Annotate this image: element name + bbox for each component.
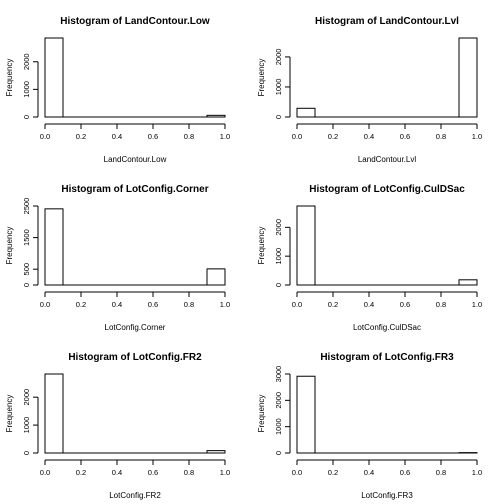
y-axis-label: Frequency xyxy=(5,59,14,97)
y-tick-label: 2000 xyxy=(274,392,283,409)
x-tick-label: 1.0 xyxy=(472,300,482,309)
histogram-bar xyxy=(296,107,316,118)
x-tick-label: 0.2 xyxy=(76,468,86,477)
x-tick-label: 0.8 xyxy=(184,468,194,477)
chart-title: Histogram of LotConfig.FR3 xyxy=(320,352,454,363)
x-tick-label: 0.2 xyxy=(328,132,338,141)
x-tick-label: 0.0 xyxy=(40,300,50,309)
y-tick-label: 3000 xyxy=(274,366,283,383)
x-tick-label: 0.6 xyxy=(148,132,158,141)
y-axis-label: Frequency xyxy=(257,227,266,265)
y-tick-label: 0 xyxy=(22,115,31,119)
x-tick-label: 0.2 xyxy=(328,300,338,309)
histogram-panel: Histogram of LotConfig.FR2 0.0 0.2 0.4 0.6 0.… xyxy=(5,352,230,500)
histogram-panel: Histogram of LandContour.Lvl 0.0 0.2 0.4 0.6… xyxy=(257,16,482,164)
chart-title: Histogram of LandContour.Lvl xyxy=(315,16,459,27)
y-tick-label: 1000 xyxy=(22,417,31,434)
histogram-panel: Histogram of LandContour.Low 0.0 0.2 0.4 0.6… xyxy=(5,16,230,164)
histogram-bar xyxy=(458,37,478,118)
x-axis-label: LotConfig.CulDSac xyxy=(353,323,421,332)
histogram-bar xyxy=(44,37,64,118)
histogram-panel: Histogram of LotConfig.CulDSac 0.0 0.2 0.4 0… xyxy=(257,184,482,332)
x-tick-label: 0.0 xyxy=(292,300,302,309)
x-tick-label: 0.8 xyxy=(184,132,194,141)
y-tick-label: 0 xyxy=(274,115,283,119)
chart-title: Histogram of LandContour.Low xyxy=(60,16,210,27)
y-axis-label: Frequency xyxy=(5,395,14,433)
y-tick-label: 1000 xyxy=(22,81,31,98)
y-axis-label: Frequency xyxy=(5,227,14,265)
x-tick-label: 0.4 xyxy=(112,132,122,141)
x-tick-label: 0.4 xyxy=(112,468,122,477)
histogram-bar xyxy=(206,268,226,286)
histogram-bar xyxy=(44,208,64,286)
x-tick-label: 0.2 xyxy=(76,132,86,141)
histogram-panel: Histogram of LotConfig.Corner 0.0 0.2 0.4 0.… xyxy=(5,184,230,332)
y-tick-label: 2000 xyxy=(274,49,283,66)
x-tick-label: 0.0 xyxy=(292,132,302,141)
y-tick-label: 2000 xyxy=(22,389,31,406)
y-tick-label: 0 xyxy=(274,283,283,287)
histogram-panel: Histogram of LotConfig.FR3 0.0 0.2 0.4 0.6 0.… xyxy=(257,352,482,500)
y-tick-label: 0 xyxy=(22,451,31,455)
histogram-bar xyxy=(44,373,64,454)
x-tick-label: 0.4 xyxy=(112,300,122,309)
x-tick-label: 0.0 xyxy=(292,468,302,477)
x-tick-label: 0.8 xyxy=(436,468,446,477)
histogram-bar xyxy=(296,205,316,286)
x-tick-label: 0.4 xyxy=(364,132,374,141)
x-tick-label: 0.8 xyxy=(184,300,194,309)
x-tick-label: 0.2 xyxy=(76,300,86,309)
x-tick-label: 0.6 xyxy=(148,468,158,477)
x-tick-label: 0.6 xyxy=(400,300,410,309)
y-tick-label: 2000 xyxy=(274,219,283,236)
x-tick-label: 0.0 xyxy=(40,468,50,477)
y-tick-label: 1000 xyxy=(274,418,283,435)
x-tick-label: 0.6 xyxy=(400,468,410,477)
x-axis-label: LandContour.Low xyxy=(104,155,167,164)
x-axis-label: LandContour.Lvl xyxy=(358,155,416,164)
x-tick-label: 0.4 xyxy=(364,468,374,477)
y-tick-label: 0 xyxy=(22,283,31,287)
chart-title: Histogram of LotConfig.Corner xyxy=(61,184,208,195)
y-tick-label: 1000 xyxy=(274,248,283,265)
y-tick-label: 2500 xyxy=(22,198,31,215)
x-tick-label: 1.0 xyxy=(220,132,230,141)
x-axis-label: LotConfig.Corner xyxy=(105,323,166,332)
histogram-bar xyxy=(206,450,226,454)
y-tick-label: 500 xyxy=(22,263,31,276)
y-axis-label: Frequency xyxy=(257,395,266,433)
x-tick-label: 1.0 xyxy=(220,468,230,477)
x-tick-label: 0.4 xyxy=(364,300,374,309)
y-axis-label: Frequency xyxy=(257,59,266,97)
histogram-bar xyxy=(296,375,316,454)
x-tick-label: 1.0 xyxy=(472,132,482,141)
x-tick-label: 1.0 xyxy=(472,468,482,477)
x-tick-label: 0.2 xyxy=(328,468,338,477)
chart-title: Histogram of LotConfig.CulDSac xyxy=(309,184,465,195)
x-tick-label: 0.6 xyxy=(148,300,158,309)
x-tick-label: 1.0 xyxy=(220,300,230,309)
x-axis-label: LotConfig.FR2 xyxy=(109,491,161,500)
x-tick-label: 0.8 xyxy=(436,300,446,309)
x-tick-label: 0.8 xyxy=(436,132,446,141)
y-tick-label: 1500 xyxy=(22,229,31,246)
y-tick-label: 0 xyxy=(274,451,283,455)
y-tick-label: 2000 xyxy=(22,53,31,70)
histogram-bar xyxy=(458,279,478,286)
x-axis-label: LotConfig.FR3 xyxy=(361,491,413,500)
histogram-bar xyxy=(206,114,226,118)
y-tick-label: 1000 xyxy=(274,79,283,96)
chart-title: Histogram of LotConfig.FR2 xyxy=(68,352,202,363)
x-tick-label: 0.6 xyxy=(400,132,410,141)
x-tick-label: 0.0 xyxy=(40,132,50,141)
